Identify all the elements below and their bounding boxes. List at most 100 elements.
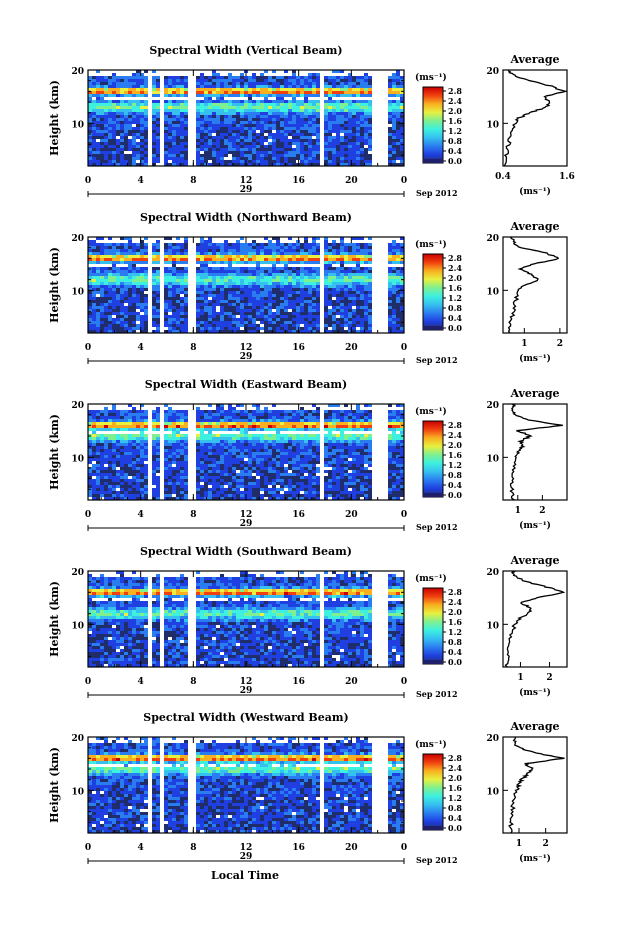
heatmap-cell (224, 145, 228, 148)
heatmap-cell (104, 294, 108, 297)
heatmap-cell (116, 145, 120, 148)
heatmap-cell (260, 121, 264, 124)
heatmap-cell (296, 163, 300, 166)
heatmap-cell (328, 88, 332, 91)
heatmap-cell (224, 118, 228, 121)
heatmap-cell (140, 452, 144, 455)
heatmap-cell (116, 464, 120, 467)
heatmap-cell (180, 255, 184, 258)
heatmap-cell (220, 315, 224, 318)
heatmap-cell (128, 437, 132, 440)
heatmap-cell (92, 485, 96, 488)
y-tick-label: 20 (71, 234, 84, 244)
heatmap-cell (144, 276, 148, 279)
heatmap-cell (156, 85, 160, 88)
heatmap-cell (260, 82, 264, 85)
heatmap-cell (116, 449, 120, 452)
heatmap-cell (396, 279, 400, 282)
heatmap-cell (232, 103, 236, 106)
heatmap-cell (260, 297, 264, 300)
heatmap-cell (268, 261, 272, 264)
heatmap-cell (164, 440, 168, 443)
heatmap-cell (260, 327, 264, 330)
heatmap-cell (292, 315, 296, 318)
heatmap-cell (344, 330, 348, 333)
heatmap-cell (220, 267, 224, 270)
heatmap-cell (164, 413, 168, 416)
heatmap-cell (152, 249, 156, 252)
heatmap-cell (196, 330, 200, 333)
heatmap-cell (176, 285, 180, 288)
heatmap-cell (88, 425, 92, 428)
heatmap-cell (296, 318, 300, 321)
heatmap-cell (284, 130, 288, 133)
heatmap-cell (236, 103, 240, 106)
heatmap-cell (184, 461, 188, 464)
heatmap-cell (100, 112, 104, 115)
heatmap-cell (272, 109, 276, 112)
heatmap-cell (356, 309, 360, 312)
heatmap-cell (284, 154, 288, 157)
heatmap-cell (104, 455, 108, 458)
heatmap-cell (224, 294, 228, 297)
heatmap-cell (264, 288, 268, 291)
heatmap-cell (244, 282, 248, 285)
heatmap-cell (312, 160, 316, 163)
heatmap-cell (340, 252, 344, 255)
x-tick-label: 8 (190, 176, 196, 186)
heatmap-cell (144, 443, 148, 446)
heatmap-cell (264, 136, 268, 139)
heatmap-cell (308, 321, 312, 324)
heatmap-cell (92, 151, 96, 154)
heatmap-cell (128, 464, 132, 467)
heatmap-cell (324, 82, 328, 85)
heatmap-cell (232, 285, 236, 288)
heatmap-cell (296, 109, 300, 112)
heatmap-cell (240, 261, 244, 264)
heatmap-cell (332, 136, 336, 139)
heatmap-cell (240, 276, 244, 279)
heatmap-cell (140, 297, 144, 300)
heatmap-cell (300, 273, 304, 276)
heatmap-cell (92, 327, 96, 330)
heatmap-cell (324, 130, 328, 133)
heatmap-cell (96, 154, 100, 157)
heatmap-cell (176, 255, 180, 258)
heatmap-cell (232, 258, 236, 261)
heatmap-cell (216, 273, 220, 276)
heatmap-cell (260, 282, 264, 285)
heatmap-cell (332, 246, 336, 249)
heatmap-cell (96, 467, 100, 470)
heatmap-cell (100, 133, 104, 136)
heatmap-cell (348, 315, 352, 318)
heatmap-cell (292, 79, 296, 82)
heatmap-cell (140, 461, 144, 464)
heatmap-cell (392, 297, 396, 300)
heatmap-cell (236, 285, 240, 288)
heatmap-cell (168, 303, 172, 306)
heatmap-cell (348, 252, 352, 255)
heatmap-cell (348, 261, 352, 264)
heatmap-cell (312, 309, 316, 312)
heatmap-cell (176, 485, 180, 488)
heatmap-cell (184, 318, 188, 321)
heatmap-cell (336, 100, 340, 103)
heatmap-cell (356, 261, 360, 264)
heatmap-cell (312, 76, 316, 79)
heatmap-cell (232, 282, 236, 285)
heatmap-cell (264, 330, 268, 333)
heatmap-cell (356, 76, 360, 79)
heatmap-cell (168, 288, 172, 291)
heatmap-cell (252, 249, 256, 252)
heatmap-cell (292, 142, 296, 145)
heatmap-cell (196, 270, 200, 273)
heatmap-cell (368, 282, 372, 285)
heatmap-cell (392, 279, 396, 282)
heatmap-cell (208, 118, 212, 121)
average-title: Average (509, 220, 559, 233)
heatmap-cell (152, 300, 156, 303)
heatmap-cell (368, 279, 372, 282)
heatmap-cell (396, 79, 400, 82)
heatmap-cell (176, 118, 180, 121)
heatmap-cell (108, 112, 112, 115)
